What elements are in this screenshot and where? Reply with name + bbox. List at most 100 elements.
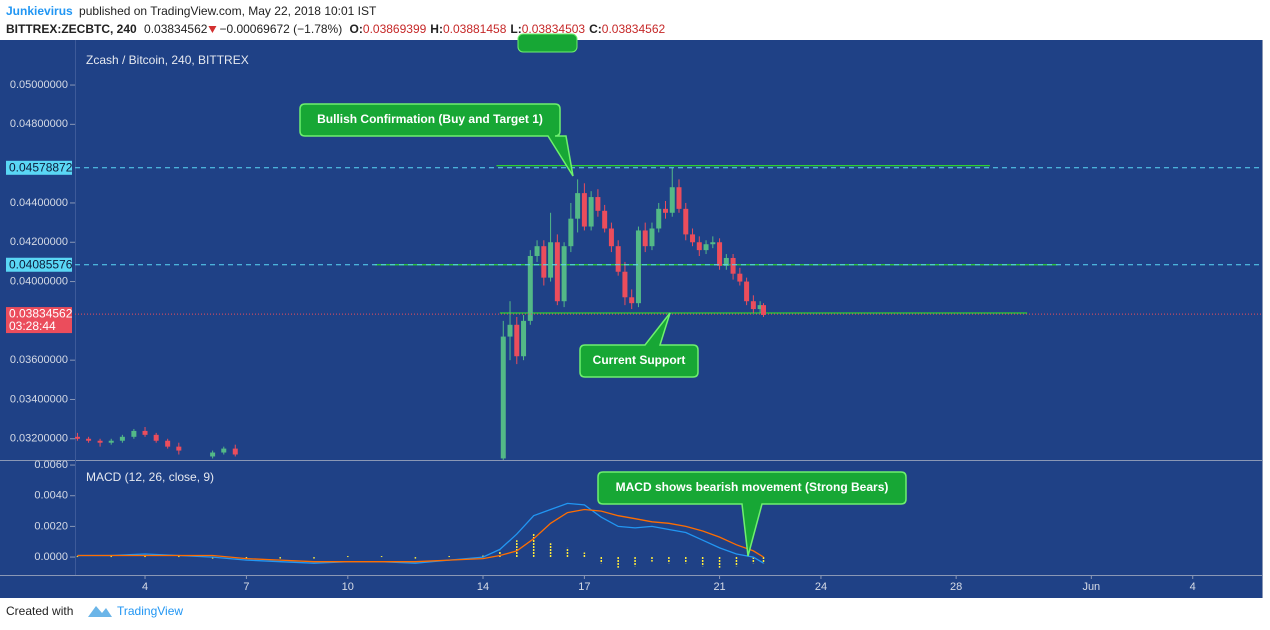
candle-body xyxy=(534,246,540,257)
ohlc-value: 0.03869399 xyxy=(363,22,427,36)
candle-body xyxy=(575,193,581,219)
candle-body xyxy=(656,208,662,229)
candle-body xyxy=(165,440,171,447)
level-label-bg xyxy=(6,160,72,175)
candle-body xyxy=(723,257,729,266)
candle-body xyxy=(527,256,533,321)
candle-body xyxy=(608,228,614,247)
y-tick-label: 0.04400000 xyxy=(10,197,68,209)
ohlc-label: C: xyxy=(589,22,602,36)
x-tick-label: Jun xyxy=(1082,581,1100,593)
candle-body xyxy=(717,242,723,266)
candle-body xyxy=(131,430,137,437)
ohlc-label: L: xyxy=(510,22,521,36)
y-tick-label: 0.03400000 xyxy=(10,393,68,405)
y-tick-label: 0.0020 xyxy=(34,520,68,532)
candle-body xyxy=(232,448,238,455)
candle-body xyxy=(500,336,506,459)
candle-body xyxy=(97,440,103,443)
down-arrow xyxy=(208,26,217,33)
x-tick-label: 7 xyxy=(243,581,249,593)
x-tick-label: 28 xyxy=(950,581,962,593)
macd-line xyxy=(77,508,764,563)
x-tick-label: 24 xyxy=(815,581,827,593)
macd-pane xyxy=(76,502,765,568)
footer-created: Created with xyxy=(6,604,73,618)
macd-title: MACD (12, 26, close, 9) xyxy=(86,470,214,484)
candle-body xyxy=(86,438,92,441)
candle-body xyxy=(507,324,513,337)
candle-body xyxy=(649,228,655,247)
candle-body xyxy=(554,242,560,302)
candle-body xyxy=(642,230,648,247)
logo xyxy=(88,606,112,617)
candle-body xyxy=(142,430,148,435)
candle-body xyxy=(581,193,587,227)
candle-body xyxy=(730,257,736,274)
callout-text: Bullish Confirmation (Buy and Target 1) xyxy=(317,112,543,126)
candle-body xyxy=(683,208,689,235)
candle-body xyxy=(761,305,767,315)
candle-body xyxy=(75,436,80,439)
y-tick-label: 0.04000000 xyxy=(10,275,68,287)
ohlc-label: O: xyxy=(350,22,363,36)
candle-body xyxy=(521,320,527,357)
callout: Current Support xyxy=(579,312,699,378)
author[interactable]: Junkievirus xyxy=(6,4,73,18)
candle-body xyxy=(153,434,159,441)
y-tick-label: 0.04800000 xyxy=(10,118,68,130)
publish-line: Junkievirus published on TradingView.com… xyxy=(6,4,377,18)
y-tick-label: 0.0060 xyxy=(34,459,68,471)
x-tick-label: 14 xyxy=(477,581,489,593)
ohlc-label: H: xyxy=(430,22,443,36)
candle-body xyxy=(615,246,621,272)
cut-callout xyxy=(517,33,578,53)
y-tick-label: 0.0040 xyxy=(34,490,68,502)
candle-body xyxy=(588,197,594,227)
candle-body xyxy=(635,230,641,304)
level-label: 0.04578872 xyxy=(9,160,73,174)
price: 0.03834562 xyxy=(144,22,208,36)
candle-body xyxy=(757,305,763,310)
pane-title: Zcash / Bitcoin, 240, BITTREX xyxy=(86,53,249,67)
callout-text: Current Support xyxy=(593,353,686,367)
callout-box xyxy=(299,103,574,177)
ohlc-value: 0.03834562 xyxy=(602,22,666,36)
countdown: 03:28:44 xyxy=(9,319,56,333)
last-price-label: 0.03834562 xyxy=(9,307,73,321)
macd-line xyxy=(77,502,764,564)
y-tick-label: 0.03600000 xyxy=(10,354,68,366)
candle-body xyxy=(622,271,628,298)
x-tick-label: 4 xyxy=(1190,581,1196,593)
callout-box xyxy=(597,471,907,557)
candle-body xyxy=(676,187,682,209)
change-line: −0.00069672 (−1.78%) O:0.03869399 H: 0.038… xyxy=(219,22,665,36)
candle-body xyxy=(221,448,227,453)
footer-brand[interactable]: TradingView xyxy=(117,604,183,618)
candle-body xyxy=(744,281,750,302)
candle-body xyxy=(690,234,696,243)
candle-body xyxy=(710,242,716,245)
change: −0.00069672 (−1.78%) xyxy=(219,22,342,36)
symbol: BITTREX:ZECBTC, 240 xyxy=(6,22,137,36)
callout-text: MACD shows bearish movement (Strong Bear… xyxy=(616,480,889,494)
candle-body xyxy=(669,187,675,213)
callout-box xyxy=(579,312,699,378)
candle-body xyxy=(703,244,709,251)
callout: Bullish Confirmation (Buy and Target 1) xyxy=(299,103,574,177)
chart-background xyxy=(0,40,1262,598)
candle-body xyxy=(176,446,182,451)
candle-body xyxy=(750,301,756,310)
candle-body xyxy=(568,218,574,247)
candle-body xyxy=(737,273,743,282)
y-tick-label: 0.0000 xyxy=(34,551,68,563)
y-tick-label: 0.05000000 xyxy=(10,79,68,91)
x-tick-label: 21 xyxy=(713,581,725,593)
candle-body xyxy=(595,197,601,211)
candle-body xyxy=(119,436,125,441)
level-label: 0.04085576 xyxy=(9,257,73,271)
candle-body xyxy=(210,452,216,457)
y-tick-label: 0.03200000 xyxy=(10,433,68,445)
ohlc-value: 0.03834503 xyxy=(522,22,586,36)
